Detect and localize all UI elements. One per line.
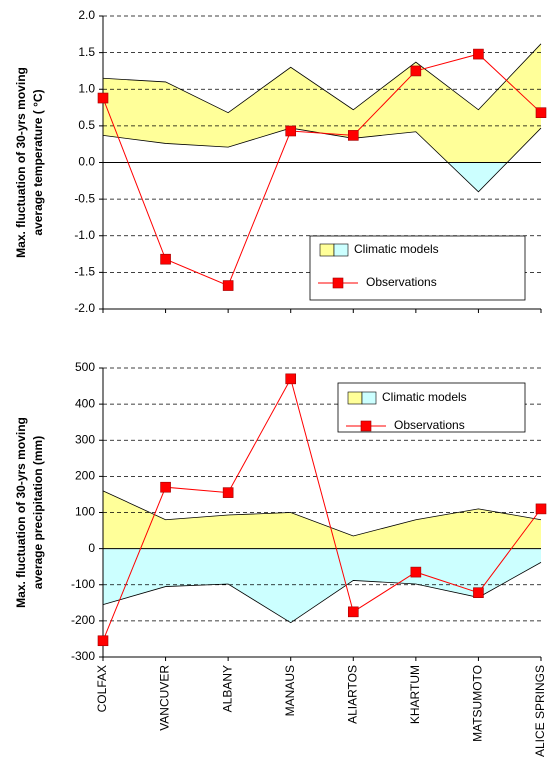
y-tick-label: 400 [75, 396, 95, 410]
y-tick-label: -1.5 [74, 265, 95, 279]
obs-marker [97, 92, 109, 104]
obs-marker [473, 48, 484, 60]
legend-marker [360, 420, 372, 432]
legend-label: Climatic models [382, 390, 467, 404]
legend-label: Observations [394, 418, 465, 432]
y-tick-label: -2.0 [74, 301, 95, 315]
band-lower [102, 562, 542, 624]
y-tick-label: 200 [75, 469, 95, 483]
legend-swatch-neg [333, 243, 349, 257]
legend-label: Climatic models [354, 242, 439, 256]
y-tick-label: 100 [75, 505, 95, 519]
y-tick-label: -100 [71, 577, 95, 591]
x-tick-label: ALIARTOS [345, 665, 359, 724]
obs-line [102, 377, 542, 641]
y-tick-label: -200 [71, 613, 95, 627]
obs-marker [222, 280, 234, 291]
y-axis-title: Max. fluctuation of 30-yrs moving [14, 67, 28, 258]
y-tick-label: 2.0 [78, 8, 95, 22]
y-axis-title: Max. fluctuation of 30-yrs moving [14, 417, 28, 608]
obs-marker [222, 487, 234, 498]
y-tick-label: 300 [75, 432, 95, 446]
legend-swatch-neg [361, 391, 377, 405]
y-tick-label: 500 [75, 360, 95, 374]
x-tick-label: MATSUMOTO [471, 665, 485, 742]
legend-swatch-pos [347, 391, 363, 405]
y-tick-label: 1.0 [78, 81, 95, 95]
y-tick-label: -1.0 [74, 228, 95, 242]
legend-swatch-pos [319, 243, 335, 257]
band-positive [103, 490, 541, 549]
band-positive [103, 43, 541, 163]
obs-marker [285, 125, 297, 137]
obs-marker [535, 107, 547, 118]
obs-marker [347, 130, 359, 141]
obs-marker [535, 503, 547, 515]
y-tick-label: -0.5 [74, 191, 95, 205]
obs-marker [410, 65, 422, 77]
band-negative [447, 162, 508, 192]
obs-marker [160, 253, 171, 265]
obs-marker [160, 481, 171, 493]
legend-label: Observations [366, 275, 437, 289]
y-tick-label: -300 [71, 649, 95, 663]
y-tick-label: 0.5 [78, 118, 95, 132]
y-axis-title: average temperature ( °C) [31, 89, 45, 235]
obs-marker [473, 587, 484, 598]
x-tick-label: ALICE SPRINGS [533, 665, 547, 757]
y-tick-label: 0 [88, 541, 95, 555]
band-upper [102, 43, 542, 114]
legend-marker [332, 277, 344, 289]
obs-marker [410, 566, 422, 578]
band-upper [102, 490, 542, 537]
x-tick-label: MANAUS [283, 665, 297, 716]
y-tick-label: 1.5 [78, 45, 95, 59]
obs-marker [285, 373, 297, 385]
obs-marker [347, 606, 359, 618]
y-axis-title: average precipitation (mm) [31, 436, 45, 589]
band-negative [103, 548, 541, 623]
x-tick-label: VANCUVER [158, 665, 172, 731]
x-tick-label: KHARTUM [408, 665, 422, 724]
y-tick-label: 0.0 [78, 155, 95, 169]
obs-marker [97, 635, 109, 647]
x-tick-label: COLFAX [95, 665, 109, 712]
x-tick-label: ALBANY [220, 665, 234, 712]
obs-line [102, 53, 542, 287]
